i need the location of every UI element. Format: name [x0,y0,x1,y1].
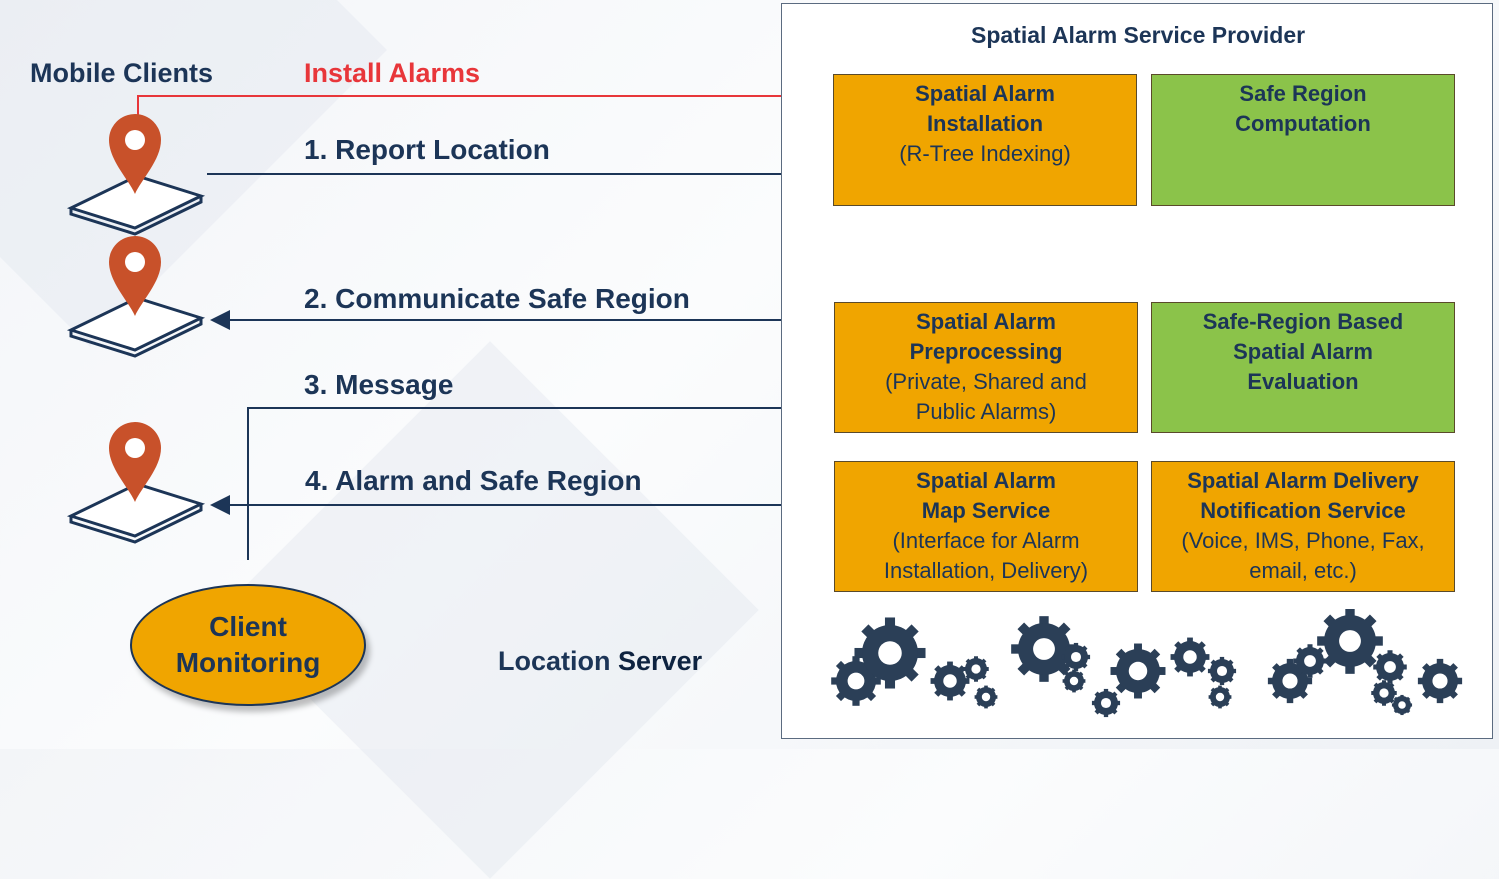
gear-icon [930,661,970,701]
gear-icon [1391,694,1413,716]
gear-icon [1110,643,1166,699]
gear-icon [854,617,926,689]
alarm-preprocessing-box: Spatial Alarm Preprocessing (Private, Sh… [834,302,1138,433]
install-alarms-arrow [137,86,830,128]
message-arrow [247,398,830,560]
box-detail-line: (R-Tree Indexing) [899,141,1071,166]
gear-icon [974,685,998,709]
gear-icon [1062,669,1086,693]
safe-region-computation-box: Safe Region Computation [1151,74,1455,206]
client-monitoring-line2: Monitoring [175,647,321,678]
gear-icon [1170,637,1210,677]
box-detail-line: (Private, Shared and [885,369,1087,394]
box-title-line: Installation [926,111,1044,136]
location-pin-icon [109,114,161,194]
box-title-line: Notification Service [1200,498,1406,523]
box-title-line: Spatial Alarm [916,309,1056,334]
box-title-line: Evaluation [1247,369,1359,394]
safe-region-evaluation-box: Safe-Region Based Spatial Alarm Evaluati… [1151,302,1455,433]
diagram-connectors [66,86,830,560]
gear-icon [1091,688,1121,718]
client-monitoring-line1: Client [209,611,287,642]
mobile-device-icon [66,296,206,358]
location-server-label: Location Server [498,646,702,677]
gear-icon [1207,656,1237,686]
communicate-safe-region-label: 2. Communicate Safe Region [304,283,690,314]
service-provider-panel: Spatial Alarm Service Provider Spatial A… [781,3,1493,739]
provider-title: Spatial Alarm Service Provider [971,22,1306,48]
location-server-word1: Location [498,646,611,676]
gear-icon [1208,685,1232,709]
install-alarms-label: Install Alarms [304,58,481,88]
gear-icon [1373,650,1407,684]
box-title-line: Map Service [921,498,1051,523]
box-title-line: Safe-Region Based [1202,309,1404,334]
box-title-line: Spatial Alarm [915,81,1055,106]
alarm-installation-box: Spatial Alarm Installation (R-Tree Index… [833,74,1137,206]
gear-icon [963,656,989,682]
delivery-notification-box: Spatial Alarm Delivery Notification Serv… [1151,461,1455,592]
gear-icon [1293,644,1327,678]
location-pin-icon [109,236,161,316]
box-detail-line: email, etc.) [1249,558,1357,583]
box-detail-line: Installation, Delivery) [883,558,1089,583]
box-title-line: Spatial Alarm Delivery [1187,468,1419,493]
gears-decoration [831,609,1463,718]
message-label: 3. Message [304,369,454,400]
map-service-box: Spatial Alarm Map Service (Interface for… [834,461,1138,592]
box-detail-line: (Voice, IMS, Phone, Fax, [1181,528,1425,553]
box-title-line: Spatial Alarm [916,468,1056,493]
gear-icon [1371,680,1397,706]
box-title-line: Spatial Alarm [1233,339,1373,364]
client-monitoring-node: Client Monitoring [130,584,366,706]
box-title-line: Preprocessing [909,339,1063,364]
gear-icon [1061,642,1091,672]
mobile-device-icon [66,174,206,236]
box-title-line: Computation [1235,111,1371,136]
gear-icon [1011,616,1077,682]
alarm-safe-region-label: 4. Alarm and Safe Region [305,465,642,496]
box-detail-line: Public Alarms) [915,399,1057,424]
location-pin-icon [109,422,161,502]
box-title-line: Safe Region [1239,81,1367,106]
gear-icon [1417,658,1463,704]
mobile-device-icon [66,482,206,544]
gear-icon [1317,609,1383,674]
location-server-word2: Server [618,646,703,676]
report-location-label: 1. Report Location [304,134,550,165]
box-detail-line: (Interface for Alarm [892,528,1080,553]
mobile-clients-heading: Mobile Clients [30,58,214,88]
